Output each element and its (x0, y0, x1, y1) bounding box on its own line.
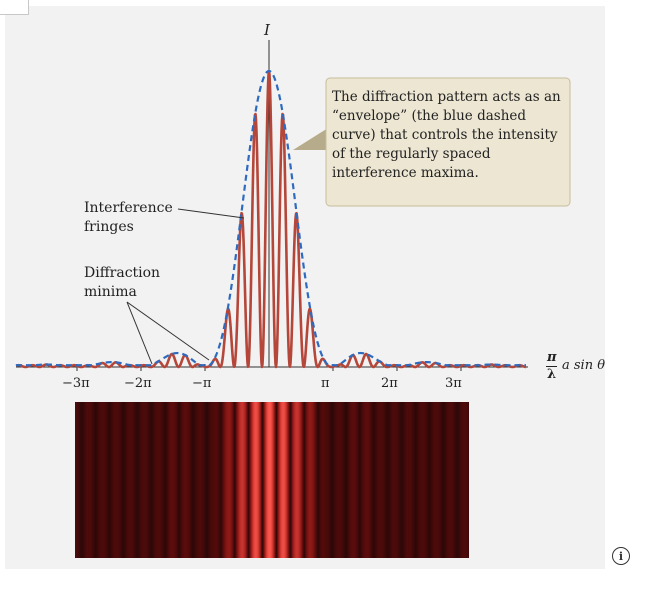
diffraction-label-line2: minima (84, 284, 137, 300)
interference-label-line2: fringes (84, 219, 134, 235)
interference-label-line1: Interference (84, 200, 173, 216)
callout-frame (325, 77, 571, 207)
annotation-leader-lines (126, 208, 245, 365)
intensity-axis-label: I (264, 21, 270, 39)
info-button[interactable]: i (612, 547, 630, 565)
callout-box (293, 77, 571, 207)
fringes-leader-line (177, 208, 245, 219)
tick-label-3pi: 3π (445, 376, 462, 391)
diffraction-label-line1: Diffraction (84, 265, 161, 281)
diffraction-envelope-curve (16, 69, 526, 367)
minima-leader-line-left (126, 301, 153, 365)
tick-label-pi: π (321, 376, 330, 391)
x-axis-label-fraction-bar (546, 366, 557, 367)
callout-text: The diffraction pattern acts as an “enve… (332, 89, 561, 181)
tick-label-neg2pi: −2π (124, 376, 152, 391)
info-icon: i (618, 549, 624, 563)
corner-frame (0, 0, 29, 15)
tick-label-2pi: 2π (381, 376, 398, 391)
minima-leader-line-right (126, 301, 210, 361)
tick-label-neg3pi: −3π (62, 376, 90, 391)
fringe-pattern-image (75, 402, 469, 558)
diffraction-minima-label: Diffraction minima (84, 264, 160, 302)
callout-pointer (293, 128, 328, 150)
interference-fringes-label: Interference fringes (84, 199, 173, 237)
tick-label-negpi: −π (192, 376, 212, 391)
x-axis-label-denominator: λ (547, 367, 557, 382)
x-axis-label-text: a sin θ (562, 358, 606, 373)
x-axis-label-numerator: π (547, 350, 557, 365)
